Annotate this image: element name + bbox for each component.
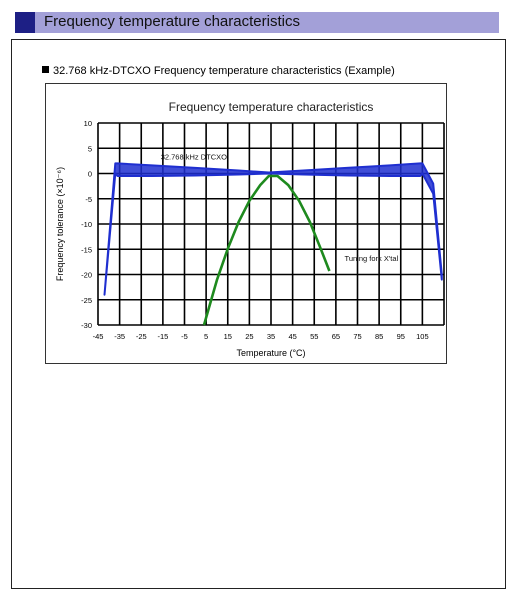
y-tick-label: 10 (84, 119, 92, 128)
x-tick-label: 35 (267, 332, 275, 341)
x-tick-label: -15 (157, 332, 168, 341)
y-tick-label: 0 (88, 170, 92, 179)
x-tick-label: 105 (416, 332, 429, 341)
x-tick-label: 75 (353, 332, 361, 341)
x-tick-label: 25 (245, 332, 253, 341)
x-axis-label: Temperature (°C) (236, 348, 305, 358)
x-tick-label: 55 (310, 332, 318, 341)
y-tick-label: -25 (81, 296, 92, 305)
annotation-tuning-fork: Tuning fork X'tal (345, 254, 399, 263)
annotation-dtcxo: 32.768 kHz DTCXO (161, 152, 227, 161)
series-tuning-fork-line (202, 174, 331, 326)
x-tick-label: 45 (288, 332, 296, 341)
x-tick-label: -45 (93, 332, 104, 341)
frequency-temperature-chart: Frequency temperature characteristics -45… (55, 100, 445, 358)
chart-title: Frequency temperature characteristics (169, 100, 374, 114)
y-tick-label: -10 (81, 220, 92, 229)
x-tick-label: 15 (224, 332, 232, 341)
x-tick-label: -35 (114, 332, 125, 341)
y-tick-label: -5 (85, 195, 92, 204)
section-header: Frequency temperature characteristics (15, 12, 499, 33)
content-frame (11, 39, 506, 589)
y-tick-label: -30 (81, 321, 92, 330)
section-title: Frequency temperature characteristics (44, 13, 300, 30)
y-tick-label: 5 (88, 144, 92, 153)
x-tick-label: -25 (136, 332, 147, 341)
header-square-icon (15, 12, 35, 33)
figure-caption: 32.768 kHz-DTCXO Frequency temperature c… (42, 65, 395, 77)
chart-container: Frequency temperature characteristics -45… (45, 83, 447, 364)
y-tick-label: -15 (81, 245, 92, 254)
series-dtcxo-band (103, 162, 443, 296)
bullet-square-icon (42, 66, 49, 73)
y-tick-label: -20 (81, 271, 92, 280)
x-tick-label: 95 (397, 332, 405, 341)
x-tick-label: 5 (204, 332, 208, 341)
x-tick-label: -5 (181, 332, 188, 341)
figure-caption-text: 32.768 kHz-DTCXO Frequency temperature c… (53, 65, 395, 77)
x-tick-label: 85 (375, 332, 383, 341)
x-tick-label: 65 (332, 332, 340, 341)
y-axis-label: Frequency tolerance (×10⁻⁶) (55, 167, 65, 281)
